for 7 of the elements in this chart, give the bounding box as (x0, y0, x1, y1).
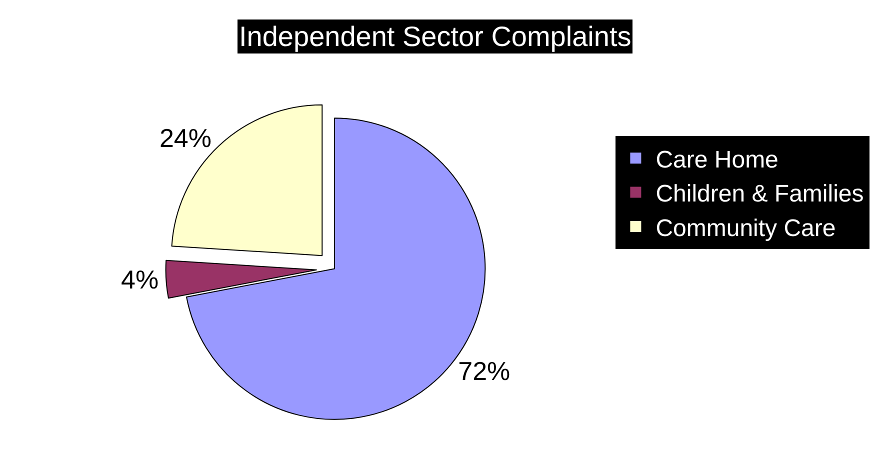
chart-title: Independent Sector Complaints (239, 21, 632, 52)
data-label: 72% (458, 356, 510, 386)
data-label: 4% (121, 264, 159, 294)
legend-label: Care Home (656, 146, 778, 174)
legend-label: Children & Families (656, 180, 864, 208)
legend-label: Community Care (656, 214, 836, 242)
data-label: 24% (159, 122, 212, 153)
